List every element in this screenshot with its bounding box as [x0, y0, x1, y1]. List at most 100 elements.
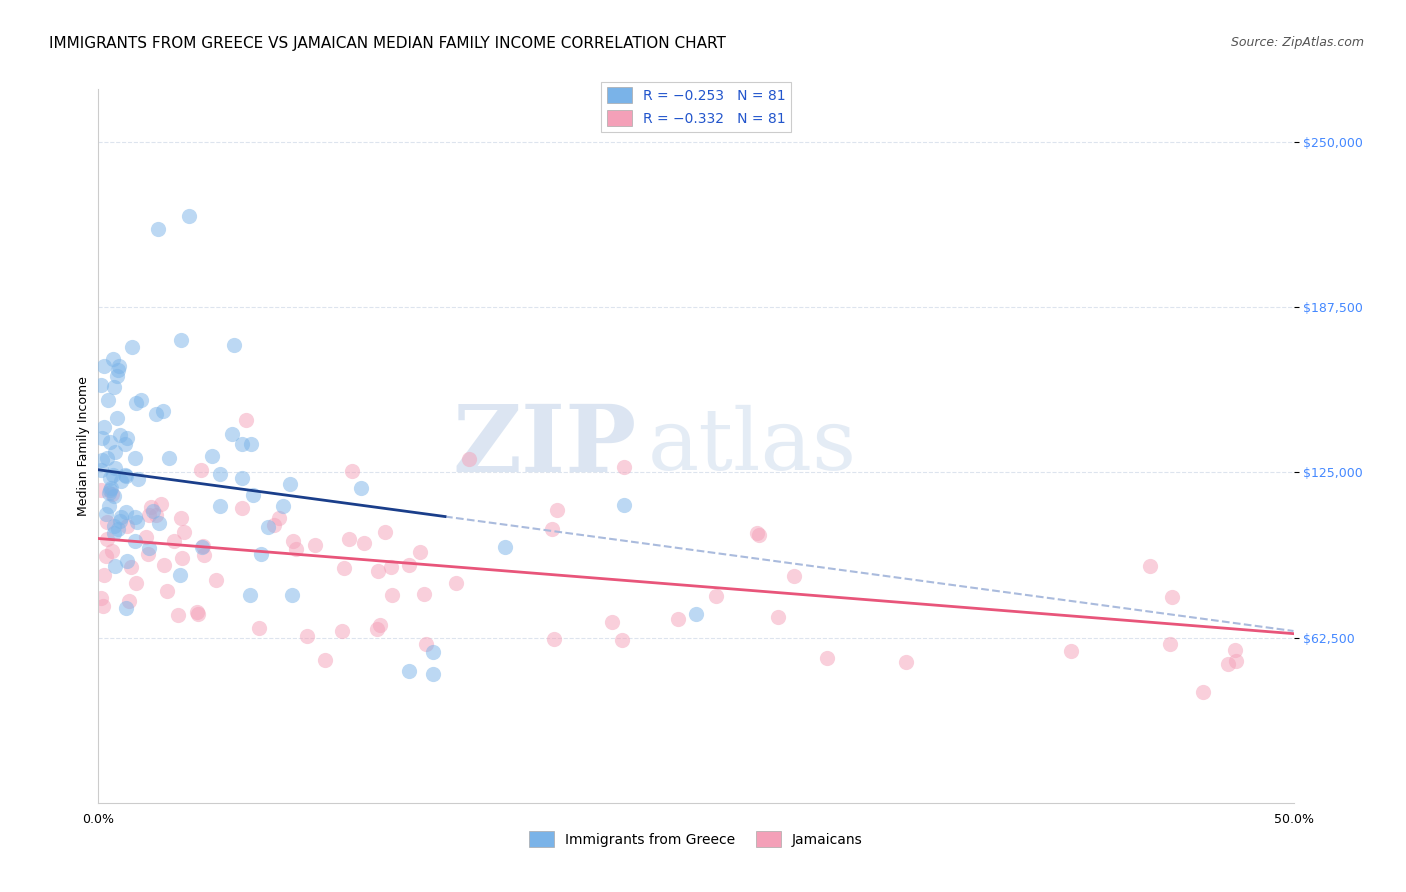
Point: [613, 498, 636, 512]
Y-axis label: Median Family Income: Median Family Income: [77, 376, 90, 516]
Point: [546, 502, 568, 516]
Point: [350, 481, 373, 495]
Point: [304, 537, 326, 551]
Point: [135, 530, 157, 544]
Point: [124, 533, 146, 548]
Point: [125, 515, 148, 529]
Point: [104, 461, 127, 475]
Point: [104, 445, 127, 459]
Point: [745, 526, 768, 541]
Point: [242, 488, 264, 502]
Point: [187, 607, 209, 622]
Point: [91, 452, 114, 467]
Point: [100, 483, 122, 498]
Text: Source: ZipAtlas.com: Source: ZipAtlas.com: [1230, 36, 1364, 49]
Point: [1160, 591, 1182, 605]
Point: [90, 463, 112, 477]
Point: [101, 544, 124, 558]
Point: [353, 536, 375, 550]
Point: [145, 407, 167, 421]
Point: [398, 665, 420, 679]
Text: ZIP: ZIP: [451, 401, 637, 491]
Point: [93, 568, 115, 582]
Point: [105, 369, 128, 384]
Point: [103, 559, 125, 574]
Point: [231, 500, 253, 515]
Point: [204, 573, 226, 587]
Point: [93, 359, 115, 373]
Point: [148, 222, 170, 236]
Point: [240, 437, 263, 451]
Point: [543, 632, 565, 646]
Point: [374, 525, 396, 540]
Point: [231, 471, 253, 485]
Point: [110, 474, 132, 488]
Point: [193, 548, 215, 562]
Point: [1223, 642, 1246, 657]
Point: [247, 621, 270, 635]
Point: [125, 395, 148, 409]
Point: [110, 510, 132, 524]
Point: [458, 452, 481, 467]
Point: [97, 392, 120, 407]
Point: [273, 500, 295, 514]
Point: [91, 431, 114, 445]
Point: [93, 420, 115, 434]
Point: [283, 533, 305, 548]
Point: [156, 583, 179, 598]
Point: [152, 404, 174, 418]
Point: [263, 518, 285, 533]
Point: [103, 518, 125, 533]
Point: [1139, 558, 1161, 573]
Point: [93, 599, 115, 614]
Point: [413, 587, 436, 601]
Point: [366, 622, 388, 636]
Legend: Immigrants from Greece, Jamaicans: Immigrants from Greece, Jamaicans: [523, 826, 869, 853]
Point: [337, 532, 360, 546]
Point: [100, 471, 122, 485]
Point: [235, 412, 257, 426]
Point: [267, 511, 290, 525]
Point: [612, 632, 634, 647]
Point: [139, 500, 162, 514]
Point: [415, 637, 437, 651]
Point: [101, 487, 124, 501]
Point: [101, 468, 124, 483]
Point: [94, 508, 117, 522]
Point: [96, 532, 118, 546]
Point: [613, 460, 636, 475]
Point: [98, 435, 121, 450]
Point: [1216, 657, 1239, 671]
Point: [153, 558, 176, 572]
Point: [98, 486, 121, 500]
Point: [145, 508, 167, 522]
Point: [600, 615, 623, 630]
Point: [186, 605, 208, 619]
Point: [221, 427, 243, 442]
Point: [333, 561, 356, 575]
Point: [748, 528, 770, 542]
Point: [90, 377, 112, 392]
Point: [706, 589, 728, 603]
Point: [208, 499, 231, 513]
Point: [191, 540, 214, 554]
Point: [170, 333, 193, 347]
Point: [90, 483, 112, 497]
Point: [136, 547, 159, 561]
Point: [167, 607, 190, 622]
Point: [121, 339, 143, 353]
Point: [120, 560, 142, 574]
Point: [170, 511, 193, 525]
Point: [124, 510, 146, 524]
Point: [127, 472, 149, 486]
Point: [201, 449, 224, 463]
Point: [380, 559, 402, 574]
Point: [278, 477, 301, 491]
Point: [332, 624, 354, 638]
Point: [191, 539, 214, 553]
Point: [398, 558, 420, 572]
Text: atlas: atlas: [648, 404, 858, 488]
Point: [103, 380, 125, 394]
Point: [96, 515, 118, 529]
Point: [208, 467, 231, 482]
